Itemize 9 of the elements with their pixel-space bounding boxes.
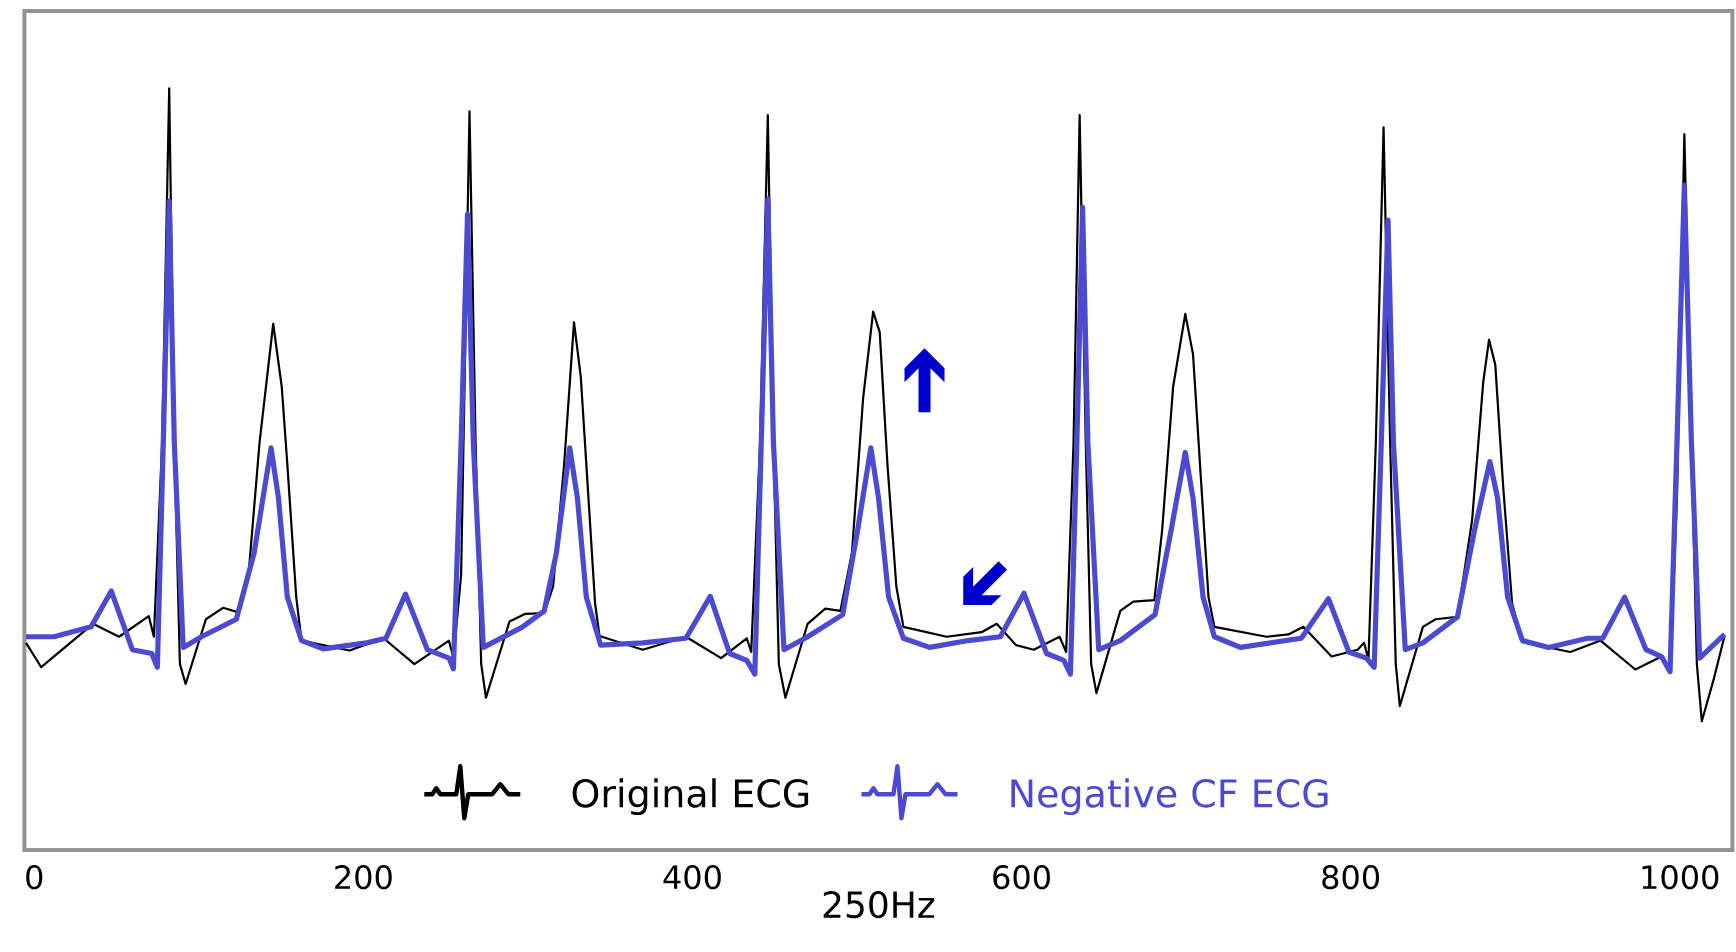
x-tick-label: 800 bbox=[1322, 865, 1380, 890]
x-tick-label: 1000 bbox=[1642, 865, 1719, 890]
x-axis-title: 250Hz bbox=[823, 890, 935, 919]
legend-label: Original ECG bbox=[572, 778, 809, 816]
legend-label: Negative CF ECG bbox=[1011, 778, 1328, 816]
x-tick-label: 600 bbox=[993, 865, 1050, 890]
x-tick-label: 400 bbox=[663, 865, 721, 890]
x-tick-label: 200 bbox=[335, 865, 392, 890]
x-tick-label: 0 bbox=[26, 865, 43, 890]
